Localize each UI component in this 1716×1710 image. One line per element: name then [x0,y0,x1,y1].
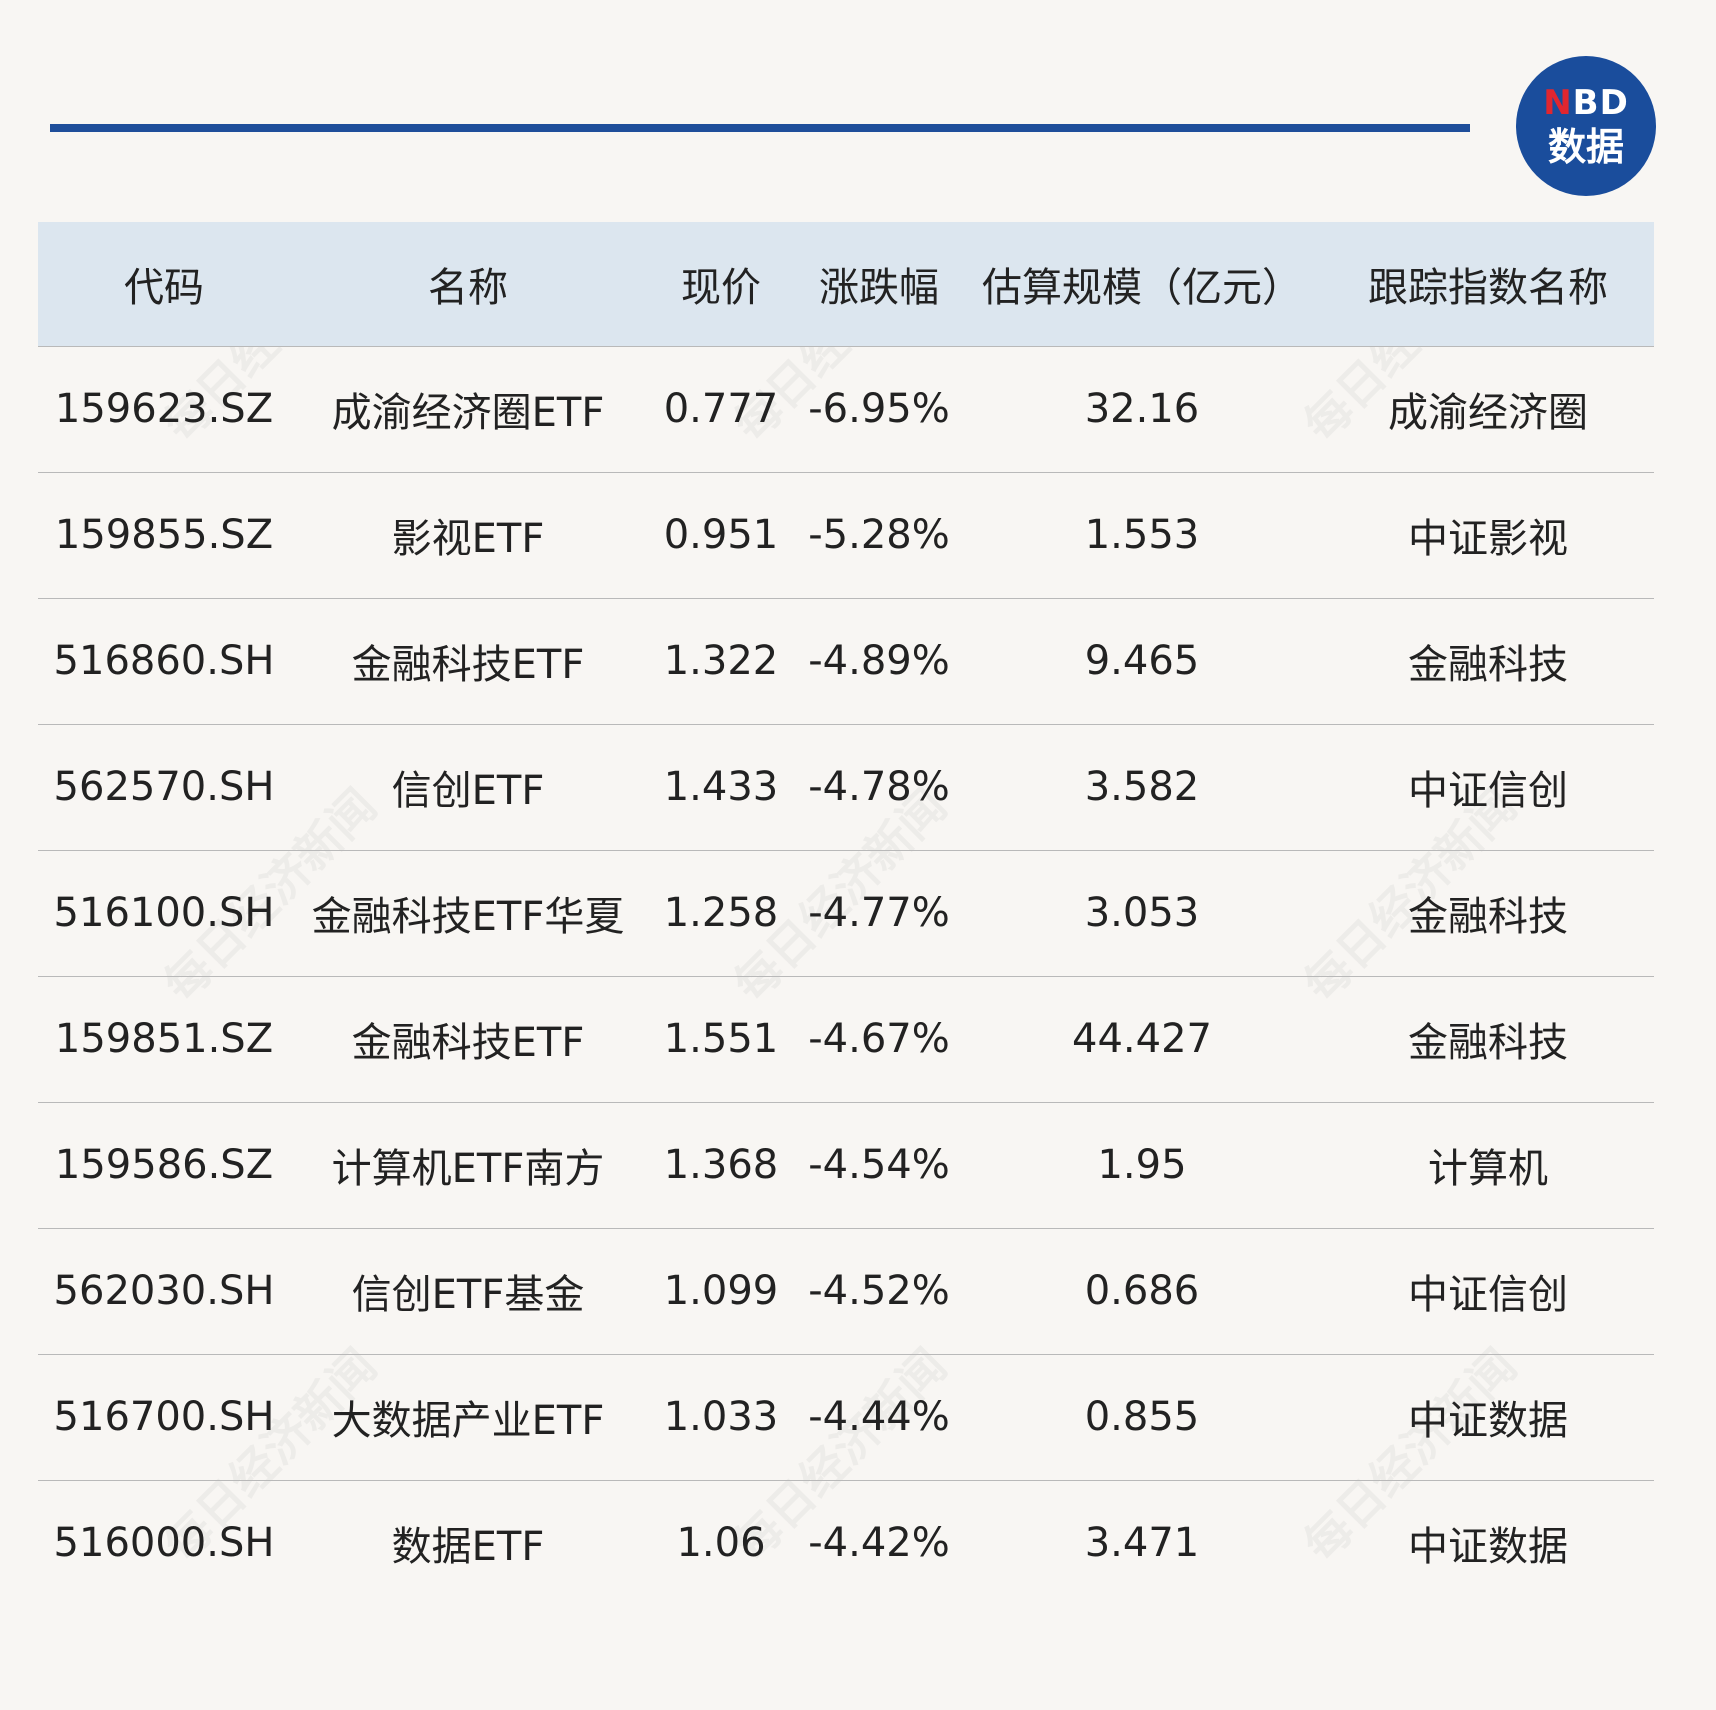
price-cell: 1.258 [663,890,779,936]
name-header: 名称 [428,264,508,311]
index-cell: 中证信创 [1408,768,1568,814]
table-body: 159623.SZ 成渝经济圈ETF 0.777 -6.95% 32.16 成渝经济圈 15… [38,346,1654,1606]
change-cell: -4.54% [808,1142,950,1188]
code-cell: 159851.SZ [54,1016,274,1062]
price-cell: 1.551 [663,1016,779,1062]
scale-cell: 1.553 [1084,512,1200,558]
name-cell: 金融科技ETF [351,1020,585,1066]
price-header: 现价 [681,264,761,311]
table-row: 159851.SZ 金融科技ETF 1.551 -4.67% 44.427 金融科技 [38,976,1654,1102]
index-cell: 中证信创 [1408,1272,1568,1318]
price-cell: 1.099 [663,1268,779,1314]
name-cell: 影视ETF [391,516,545,562]
table-header-row: 代码 名称 现价 涨跌幅 估算规模（亿元） 跟踪指数名称 [38,222,1654,346]
table-row: 516100.SH 金融科技ETF华夏 1.258 -4.77% 3.053 金融科技 [38,850,1654,976]
price-cell: 1.033 [663,1394,779,1440]
name-cell: 成渝经济圈ETF [331,390,605,436]
price-cell: 1.433 [663,764,779,810]
table-row: 516000.SH 数据ETF 1.06 -4.42% 3.471 中证数据 [38,1480,1654,1606]
index-cell: 中证数据 [1408,1398,1568,1444]
index-header: 跟踪指数名称 [1368,264,1608,311]
index-cell: 成渝经济圈 [1388,390,1588,436]
index-cell: 计算机 [1428,1146,1548,1192]
change-cell: -6.95% [808,386,950,432]
code-cell: 159586.SZ [54,1142,274,1188]
name-cell: 计算机ETF南方 [331,1146,605,1192]
code-cell: 159855.SZ [54,512,274,558]
index-cell: 金融科技 [1408,642,1568,688]
scale-cell: 32.16 [1084,386,1200,432]
name-cell: 大数据产业ETF [331,1398,605,1444]
name-cell: 数据ETF [391,1524,545,1571]
code-cell: 516000.SH [53,1520,275,1567]
price-cell: 1.06 [676,1520,766,1567]
table-row: 159586.SZ 计算机ETF南方 1.368 -4.54% 1.95 计算机 [38,1102,1654,1228]
code-cell: 516100.SH [53,890,275,936]
table-row: 159855.SZ 影视ETF 0.951 -5.28% 1.553 中证影视 [38,472,1654,598]
change-cell: -5.28% [808,512,950,558]
code-cell: 516860.SH [53,638,275,684]
top-divider-bar [50,124,1470,132]
logo-letter-n: N [1543,83,1573,123]
change-cell: -4.78% [808,764,950,810]
table-row: 516700.SH 大数据产业ETF 1.033 -4.44% 0.855 中证数据 [38,1354,1654,1480]
code-cell: 562030.SH [53,1268,275,1314]
name-cell: 金融科技ETF华夏 [311,894,625,940]
change-header: 涨跌幅 [819,264,939,311]
table-row: 562570.SH 信创ETF 1.433 -4.78% 3.582 中证信创 [38,724,1654,850]
index-cell: 金融科技 [1408,1020,1568,1066]
code-cell: 516700.SH [53,1394,275,1440]
table-row: 516860.SH 金融科技ETF 1.322 -4.89% 9.465 金融科技 [38,598,1654,724]
code-header: 代码 [124,264,204,311]
change-cell: -4.89% [808,638,950,684]
index-cell: 中证影视 [1408,516,1568,562]
price-cell: 1.368 [663,1142,779,1188]
scale-cell: 3.053 [1084,890,1200,936]
change-cell: -4.42% [808,1520,950,1567]
name-cell: 金融科技ETF [351,642,585,688]
name-cell: 信创ETF基金 [351,1272,585,1318]
price-cell: 1.322 [663,638,779,684]
scale-cell: 0.855 [1084,1394,1200,1440]
scale-cell: 0.686 [1084,1268,1200,1314]
scale-header: 估算规模（亿元） [982,264,1302,311]
table-row: 562030.SH 信创ETF基金 1.099 -4.52% 0.686 中证信创 [38,1228,1654,1354]
change-cell: -4.52% [808,1268,950,1314]
table-row: 159623.SZ 成渝经济圈ETF 0.777 -6.95% 32.16 成渝经济圈 [38,346,1654,472]
scale-cell: 9.465 [1084,638,1200,684]
etf-table: 代码 名称 现价 涨跌幅 估算规模（亿元） 跟踪指数名称 159623.SZ 成渝经济圈ET… [38,222,1654,1606]
scale-cell: 3.582 [1084,764,1200,810]
change-cell: -4.77% [808,890,950,936]
logo-letters-bd: BD [1572,83,1629,123]
code-cell: 562570.SH [53,764,275,810]
change-cell: -4.67% [808,1016,950,1062]
index-cell: 中证数据 [1408,1524,1568,1571]
nbd-data-logo: NBD 数据 [1516,56,1656,196]
scale-cell: 1.95 [1097,1142,1187,1188]
scale-cell: 3.471 [1084,1520,1200,1567]
index-cell: 金融科技 [1408,894,1568,940]
logo-subtitle: 数据 [1547,125,1624,169]
name-cell: 信创ETF [391,768,545,814]
price-cell: 0.951 [663,512,779,558]
change-cell: -4.44% [808,1394,950,1440]
code-cell: 159623.SZ [54,386,274,432]
price-cell: 0.777 [663,386,779,432]
scale-cell: 44.427 [1072,1016,1212,1062]
